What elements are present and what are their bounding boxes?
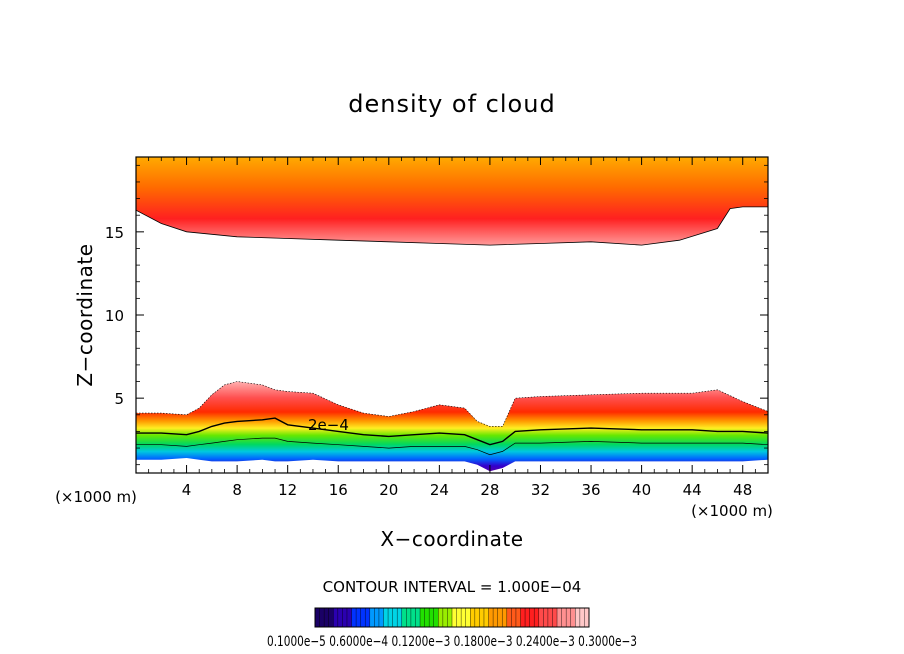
y-unit-label: (×1000 m) <box>55 488 137 506</box>
colorbar-frame <box>314 607 590 628</box>
colorbar-swatch <box>365 608 371 627</box>
colorbar-swatch <box>570 608 576 627</box>
colorbar-swatch <box>424 608 430 627</box>
x-tick-label: 24 <box>430 481 449 499</box>
colorbar-swatch <box>337 608 343 627</box>
plot-fields <box>136 157 768 472</box>
colorbar-swatch <box>561 608 567 627</box>
colorbar-swatch <box>346 608 353 627</box>
colorbar-swatch <box>315 608 321 627</box>
colorbar-swatch <box>529 608 535 627</box>
colorbar-swatch <box>415 608 421 627</box>
colorbar-swatch <box>461 608 467 627</box>
contour-line-3e-4 <box>136 437 768 456</box>
x-tick-label: 44 <box>683 481 702 499</box>
x-tick-label: 32 <box>531 481 550 499</box>
colorbar-swatch <box>429 608 435 627</box>
colorbar-swatch <box>342 608 348 627</box>
colorbar-swatch <box>397 608 403 627</box>
colorbar-swatch <box>324 608 330 627</box>
x-tick-label: 48 <box>733 481 752 499</box>
colorbar-swatch <box>465 608 471 627</box>
colorbar-swatch <box>383 608 389 627</box>
colorbar-swatch <box>502 608 508 627</box>
colorbar-swatch <box>525 608 531 627</box>
upper-layer-contour <box>136 206 768 246</box>
y-tick-label: 10 <box>105 307 124 325</box>
colorbar-swatch <box>575 608 581 627</box>
colorbar-swatch <box>515 608 521 627</box>
x-tick-label: 16 <box>329 481 348 499</box>
colorbar-swatch <box>438 608 444 627</box>
contour-line-label: 2e−4 <box>308 416 349 434</box>
colorbar-swatch <box>557 608 563 627</box>
lower-layer-outer-contour <box>136 381 768 427</box>
x-tick-label: 12 <box>278 481 297 499</box>
colorbar-swatch <box>392 608 398 627</box>
colorbar-swatch <box>534 608 540 627</box>
colorbar-swatch <box>319 608 325 627</box>
colorbar-swatch <box>442 608 448 627</box>
x-axis-label: X−coordinate <box>380 527 523 551</box>
colorbar-swatch <box>506 608 512 627</box>
colorbar <box>314 608 590 627</box>
colorbar-swatch <box>547 608 553 627</box>
colorbar-swatch <box>483 608 490 627</box>
colorbar-labels: 0.1000e−5 0.6000e−4 0.1200e−3 0.1800e−3 … <box>267 634 637 650</box>
upper-cloud-layer <box>136 157 768 246</box>
colorbar-swatch <box>420 608 426 627</box>
colorbar-swatch <box>538 608 544 627</box>
x-tick-label: 28 <box>480 481 499 499</box>
colorbar-swatch <box>378 608 384 627</box>
contour-interval-text: CONTOUR INTERVAL = 1.000E−04 <box>323 578 582 596</box>
x-tick-label: 4 <box>182 481 192 499</box>
colorbar-swatch <box>356 608 362 627</box>
colorbar-swatch <box>360 608 366 627</box>
x-unit-label: (×1000 m) <box>691 502 773 520</box>
y-tick-label: 15 <box>105 224 124 242</box>
colorbar-swatch <box>579 608 585 627</box>
colorbar-swatch <box>333 608 339 627</box>
chart-title: density of cloud <box>348 90 555 118</box>
colorbar-swatch <box>511 608 517 627</box>
colorbar-swatch <box>401 608 407 627</box>
y-axis-label: Z−coordinate <box>73 243 97 386</box>
colorbar-swatch <box>497 608 503 627</box>
colorbar-swatch <box>488 608 494 627</box>
colorbar-swatch <box>452 608 458 627</box>
contour-line-2e-4 <box>136 417 768 446</box>
y-axis-ticks: 5 10 15 <box>105 164 768 466</box>
x-tick-label: 36 <box>581 481 600 499</box>
x-tick-label: 8 <box>232 481 242 499</box>
colorbar-swatch <box>406 608 412 627</box>
colorbar-swatch <box>388 608 394 627</box>
colorbar-swatch <box>543 608 549 627</box>
colorbar-swatch <box>566 608 572 627</box>
x-tick-label: 20 <box>379 481 398 499</box>
colorbar-swatch <box>351 608 357 627</box>
colorbar-swatch <box>493 608 499 627</box>
colorbar-swatch <box>369 608 375 627</box>
x-axis-ticks: 4 8 12 16 20 24 28 32 36 40 44 48 <box>148 157 756 499</box>
colorbar-swatch <box>374 608 380 627</box>
x-tick-label: 40 <box>632 481 651 499</box>
colorbar-swatch <box>470 608 476 627</box>
colorbar-swatch <box>433 608 439 627</box>
colorbar-swatch <box>552 608 558 627</box>
colorbar-swatch <box>474 608 480 627</box>
colorbar-swatch <box>328 608 334 627</box>
colorbar-swatch <box>456 608 462 627</box>
colorbar-swatch <box>410 608 416 627</box>
colorbar-swatch <box>584 608 590 627</box>
y-tick-label: 5 <box>114 390 124 408</box>
colorbar-swatch <box>520 608 526 627</box>
colorbar-swatch <box>447 608 453 627</box>
lower-cloud-layer <box>136 381 768 472</box>
colorbar-swatch <box>479 608 485 627</box>
